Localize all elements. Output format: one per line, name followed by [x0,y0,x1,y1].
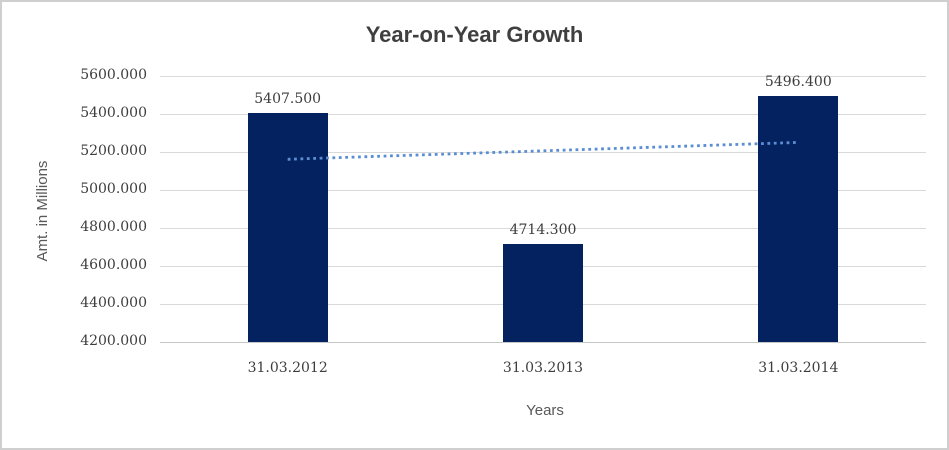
chart-title: Year-on-Year Growth [365,22,584,47]
gridline [160,114,926,115]
y-tick-label: 4800.000 [80,219,147,235]
trendline [287,141,799,161]
plot-area: 5407.500 4714.300 5496.400 [160,73,926,343]
x-axis-line [160,342,926,343]
gridline [160,76,926,77]
bar-data-label: 5407.500 [254,90,322,107]
x-tick-label: 31.03.2012 [247,360,328,376]
bar-data-label: 4714.300 [509,222,577,239]
gridline [160,190,926,191]
x-axis-title: Years [526,402,564,419]
bar [247,112,328,342]
y-tick-label: 4600.000 [80,257,147,273]
bar-data-label: 5496.400 [764,73,832,90]
gridline [160,228,926,229]
y-tick-label: 5600.000 [80,67,147,83]
y-tick-label: 5400.000 [80,105,147,121]
y-tick-label: 5000.000 [80,181,147,197]
y-tick-label: 4200.000 [80,333,147,349]
x-tick-label: 31.03.2013 [502,360,584,376]
y-tick-label: 4400.000 [80,295,147,311]
gridline [160,152,926,153]
bar [503,244,583,342]
y-tick-label: 5200.000 [80,143,147,159]
x-tick-label: 31.03.2014 [758,360,839,376]
bar [758,95,839,342]
